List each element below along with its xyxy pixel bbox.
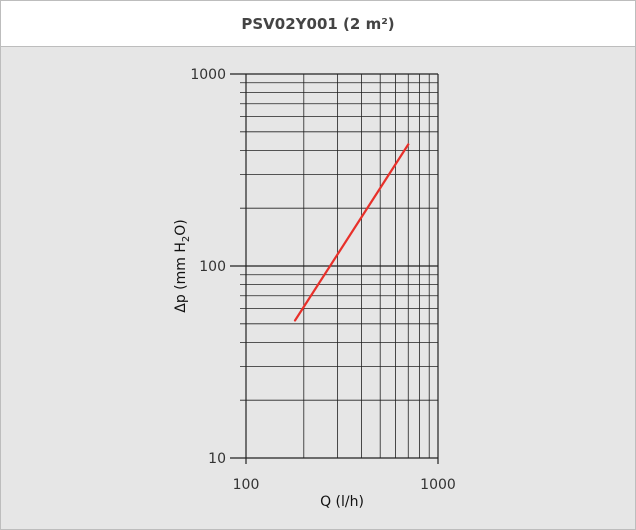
y-axis-label: Δp (mm H2O) [173, 219, 192, 313]
series-layer [293, 143, 410, 322]
y-tick-label: 1000 [190, 67, 226, 83]
x-tick-label: 1000 [420, 477, 456, 493]
y-tick-label: 10 [208, 451, 226, 467]
tick-labels: 100 1000 10 100 1000 [190, 67, 455, 493]
chart-title: PSV02Y001 (2 m²) [241, 14, 395, 33]
grid [230, 73, 439, 464]
chart-header: PSV02Y001 (2 m²) [1, 1, 635, 47]
x-tick-label: 100 [233, 477, 260, 493]
series-line [293, 143, 410, 322]
y-tick-label: 100 [199, 259, 226, 275]
x-axis-label: Q (l/h) [320, 494, 364, 510]
